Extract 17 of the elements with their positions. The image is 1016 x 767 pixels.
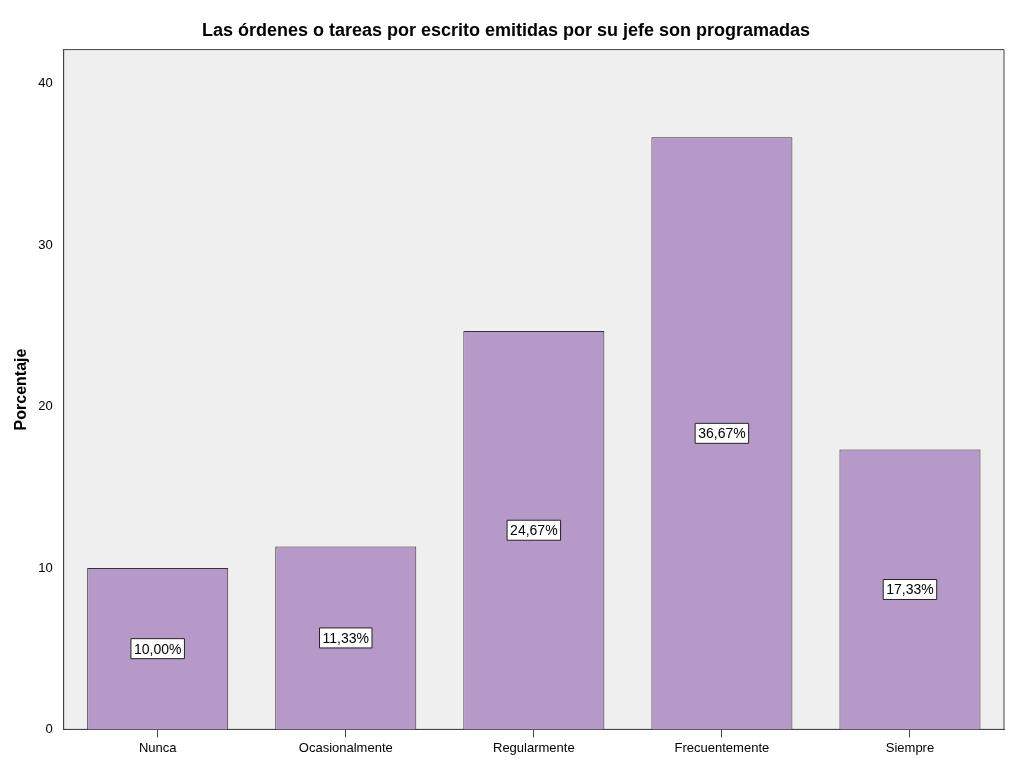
y-tick-label: 20 <box>38 398 53 414</box>
x-tick-label: Regularmente <box>493 739 575 755</box>
data-label: 36,67% <box>698 425 746 442</box>
x-tick-label: Ocasionalmente <box>298 739 393 755</box>
chart-title: Las órdenes o tareas por escrito emitidas por su jefe son programadas <box>201 19 811 40</box>
y-tick-label: 0 <box>45 720 53 736</box>
data-label: 10,00% <box>133 640 182 657</box>
y-tick-label: 30 <box>38 236 53 252</box>
y-tick-label: 10 <box>38 559 53 575</box>
y-axis-title: Porcentaje <box>12 348 30 431</box>
data-label: 11,33% <box>322 629 369 646</box>
data-label: 24,67% <box>510 522 558 539</box>
x-tick-label: Frecuentemente <box>674 739 770 755</box>
x-tick-label: Nunca <box>138 739 178 755</box>
y-tick-label: 40 <box>38 75 53 91</box>
x-tick-label: Siempre <box>885 739 935 755</box>
data-label: 17,33% <box>886 581 934 598</box>
